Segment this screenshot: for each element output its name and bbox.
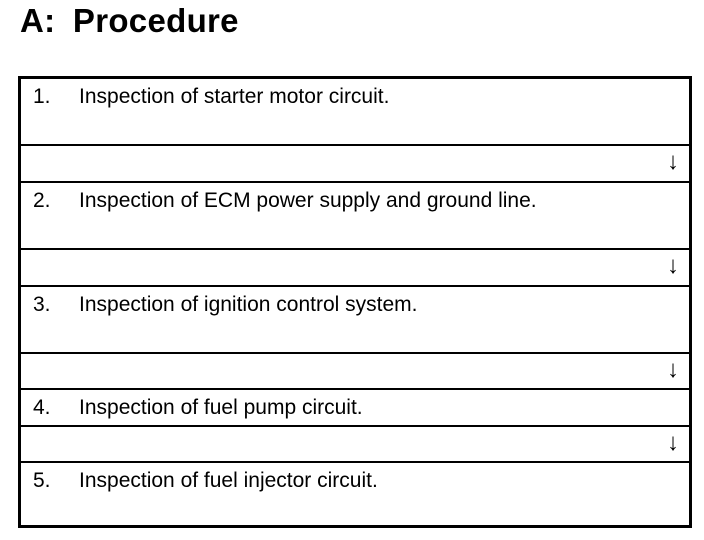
step-text: Inspection of fuel pump circuit.: [79, 396, 363, 419]
step-row: 4. Inspection of fuel pump circuit.: [21, 390, 689, 427]
step-number: 5.: [33, 469, 51, 492]
arrow-row: ↓: [21, 146, 689, 183]
step-row: 1. Inspection of starter motor circuit.: [21, 79, 689, 146]
step-row: 2. Inspection of ECM power supply and gr…: [21, 183, 689, 250]
step-text: Inspection of fuel injector circuit.: [79, 469, 378, 492]
procedure-table: 1. Inspection of starter motor circuit. …: [18, 76, 692, 528]
down-arrow-icon: ↓: [667, 148, 679, 175]
down-arrow-icon: ↓: [667, 252, 679, 279]
down-arrow-icon: ↓: [667, 429, 679, 456]
arrow-row: ↓: [21, 250, 689, 287]
step-text: Inspection of ignition control system.: [79, 293, 418, 316]
step-text: Inspection of ECM power supply and groun…: [79, 189, 537, 212]
down-arrow-icon: ↓: [667, 356, 679, 383]
page-title: A: Procedure: [20, 2, 239, 39]
step-number: 3.: [33, 293, 51, 316]
step-row: 5. Inspection of fuel injector circuit.: [21, 463, 689, 525]
step-number: 4.: [33, 396, 51, 419]
arrow-row: ↓: [21, 354, 689, 390]
step-row: 3. Inspection of ignition control system…: [21, 287, 689, 354]
step-text: Inspection of starter motor circuit.: [79, 85, 390, 108]
step-number: 1.: [33, 85, 51, 108]
step-number: 2.: [33, 189, 51, 212]
arrow-row: ↓: [21, 427, 689, 463]
